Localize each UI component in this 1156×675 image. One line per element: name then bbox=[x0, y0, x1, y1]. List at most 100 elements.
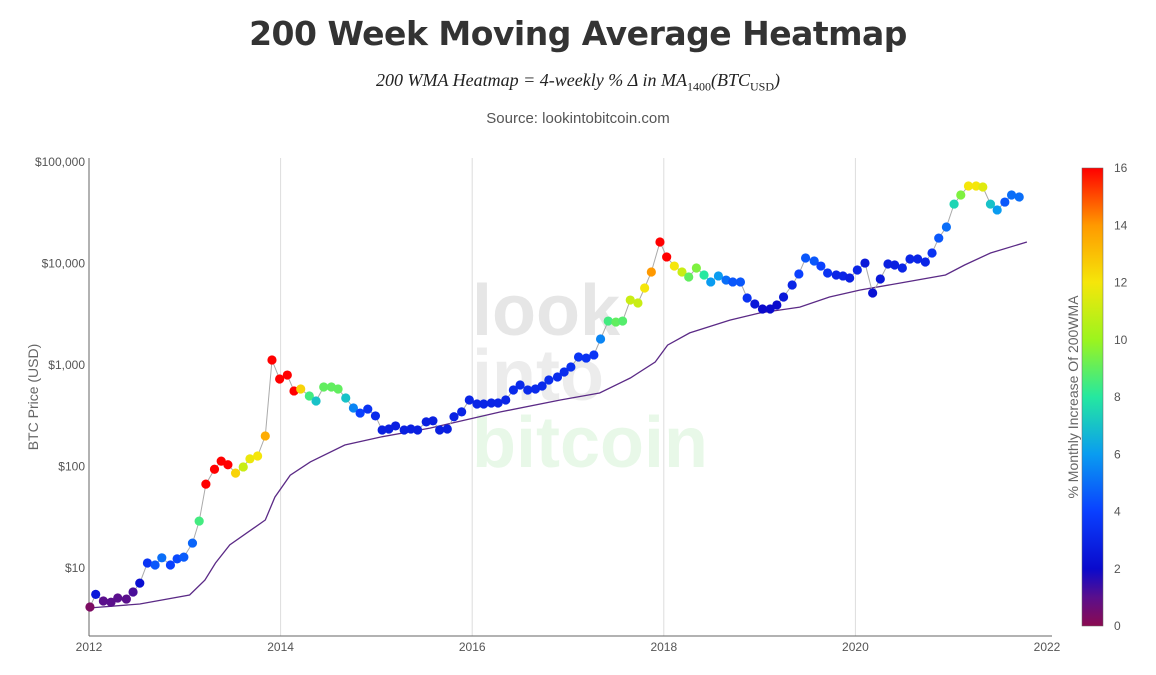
heatmap-marker bbox=[757, 304, 768, 314]
heatmap-marker bbox=[633, 298, 643, 308]
heatmap-marker bbox=[778, 292, 789, 302]
heatmap-marker bbox=[355, 408, 365, 418]
heatmap-marker bbox=[618, 316, 628, 326]
x-tick-label: 2014 bbox=[267, 640, 294, 654]
heatmap-marker bbox=[985, 199, 996, 209]
heatmap-marker bbox=[296, 384, 306, 394]
heatmap-marker bbox=[640, 283, 650, 293]
heatmap-marker bbox=[238, 462, 248, 472]
heatmap-marker bbox=[399, 425, 409, 435]
heatmap-marker bbox=[595, 334, 606, 344]
heatmap-marker bbox=[949, 199, 959, 209]
heatmap-marker bbox=[794, 269, 804, 279]
x-tick-label: 2018 bbox=[650, 640, 677, 654]
y-tick-label: $1,000 bbox=[48, 358, 85, 372]
heatmap-marker bbox=[348, 403, 359, 413]
heatmap-marker bbox=[809, 256, 819, 266]
heatmap-marker bbox=[128, 587, 138, 597]
heatmap-marker bbox=[508, 385, 518, 395]
heatmap-marker bbox=[142, 558, 153, 568]
heatmap-marker bbox=[1000, 197, 1010, 207]
heatmap-marker bbox=[515, 380, 525, 390]
colorbar-tick-label: 4 bbox=[1114, 505, 1121, 519]
watermark-logo: look into bitcoin bbox=[472, 271, 708, 483]
heatmap-marker bbox=[501, 395, 511, 405]
heatmap-marker bbox=[370, 411, 381, 421]
colorbar-tick-label: 0 bbox=[1114, 619, 1121, 633]
heatmap-marker bbox=[684, 272, 694, 282]
heatmap-marker bbox=[275, 374, 285, 384]
heatmap-marker bbox=[890, 260, 900, 270]
heatmap-marker bbox=[699, 270, 709, 280]
axes bbox=[88, 158, 1052, 637]
heatmap-marker bbox=[253, 451, 263, 461]
heatmap-marker bbox=[677, 267, 687, 277]
heatmap-marker bbox=[823, 268, 833, 278]
y-tick-label: $10,000 bbox=[42, 257, 86, 271]
heatmap-marker bbox=[875, 274, 885, 284]
heatmap-marker bbox=[319, 382, 329, 392]
heatmap-marker bbox=[691, 263, 701, 273]
heatmap-marker bbox=[201, 479, 211, 489]
heatmap-marker bbox=[772, 300, 782, 310]
heatmap-marker bbox=[260, 431, 270, 441]
heatmap-marker bbox=[956, 190, 966, 200]
heatmap-marker bbox=[135, 578, 145, 588]
heatmap-marker bbox=[406, 424, 416, 434]
heatmap-marker bbox=[573, 352, 584, 362]
heatmap-marker bbox=[646, 267, 656, 277]
heatmap-marker bbox=[860, 258, 870, 268]
x-tick-label: 2020 bbox=[842, 640, 869, 654]
x-tick-label: 2022 bbox=[1034, 640, 1061, 654]
heatmap-marker bbox=[230, 468, 241, 478]
heatmap-marker bbox=[333, 384, 343, 394]
heatmap-marker bbox=[179, 552, 189, 562]
heatmap-marker bbox=[905, 254, 915, 264]
chart-formula: 200 WMA Heatmap = 4-weekly % Δ in MA1400… bbox=[375, 70, 780, 94]
chart-title: 200 Week Moving Average Heatmap bbox=[249, 14, 907, 53]
y-tick-label: $100 bbox=[58, 460, 85, 474]
heatmap-marker bbox=[464, 395, 474, 405]
heatmap-marker bbox=[706, 277, 716, 287]
heatmap-marker bbox=[1006, 190, 1017, 200]
heatmap-marker bbox=[209, 464, 220, 474]
svg-text:look: look bbox=[472, 271, 621, 351]
heatmap-marker bbox=[927, 248, 937, 258]
heatmap-marker bbox=[223, 460, 233, 470]
heatmap-marker bbox=[85, 602, 95, 612]
x-tick-label: 2016 bbox=[459, 640, 486, 654]
heatmap-marker bbox=[187, 538, 198, 548]
colorbar-tick-label: 8 bbox=[1114, 390, 1121, 404]
heatmap-marker bbox=[449, 412, 459, 422]
heatmap-marker bbox=[787, 280, 797, 290]
heatmap-marker bbox=[603, 316, 613, 326]
heatmap-marker bbox=[282, 370, 292, 380]
heatmap-marker bbox=[537, 381, 547, 391]
y-tick-label: $10 bbox=[65, 561, 85, 575]
heatmap-marker bbox=[625, 295, 635, 305]
heatmap-marker bbox=[897, 263, 907, 273]
heatmap-markers bbox=[85, 181, 1024, 612]
heatmap-marker bbox=[913, 254, 923, 264]
heatmap-marker bbox=[920, 257, 930, 267]
heatmap-marker bbox=[121, 594, 131, 604]
heatmap-marker bbox=[559, 367, 569, 377]
heatmap-marker bbox=[713, 271, 724, 281]
heatmap-marker bbox=[816, 261, 826, 271]
heatmap-marker bbox=[963, 181, 974, 191]
heatmap-marker bbox=[523, 385, 533, 395]
colorbar-tick-label: 10 bbox=[1114, 333, 1128, 347]
heatmap-marker bbox=[566, 362, 576, 372]
heatmap-marker bbox=[765, 304, 775, 314]
heatmap-marker bbox=[98, 596, 108, 606]
heatmap-marker bbox=[341, 393, 351, 403]
heatmap-marker bbox=[1014, 192, 1024, 202]
colorbar-tick-label: 14 bbox=[1114, 218, 1128, 232]
heatmap-marker bbox=[800, 253, 811, 263]
heatmap-marker bbox=[377, 425, 387, 435]
svg-text:bitcoin: bitcoin bbox=[472, 403, 708, 483]
y-tick-label: $100,000 bbox=[35, 155, 85, 169]
heatmap-marker bbox=[941, 222, 952, 232]
heatmap-marker bbox=[479, 399, 489, 409]
